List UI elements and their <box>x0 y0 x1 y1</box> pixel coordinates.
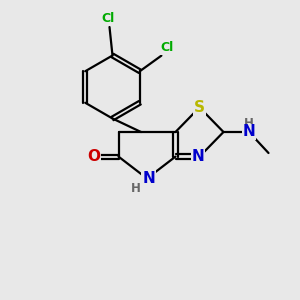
Text: N: N <box>243 124 255 140</box>
Text: N: N <box>142 171 155 186</box>
Text: Cl: Cl <box>101 12 115 25</box>
Text: N: N <box>192 149 205 164</box>
Text: S: S <box>194 100 205 115</box>
Text: O: O <box>87 149 100 164</box>
Text: H: H <box>244 116 254 130</box>
Text: H: H <box>131 182 140 195</box>
Text: Cl: Cl <box>161 41 174 54</box>
